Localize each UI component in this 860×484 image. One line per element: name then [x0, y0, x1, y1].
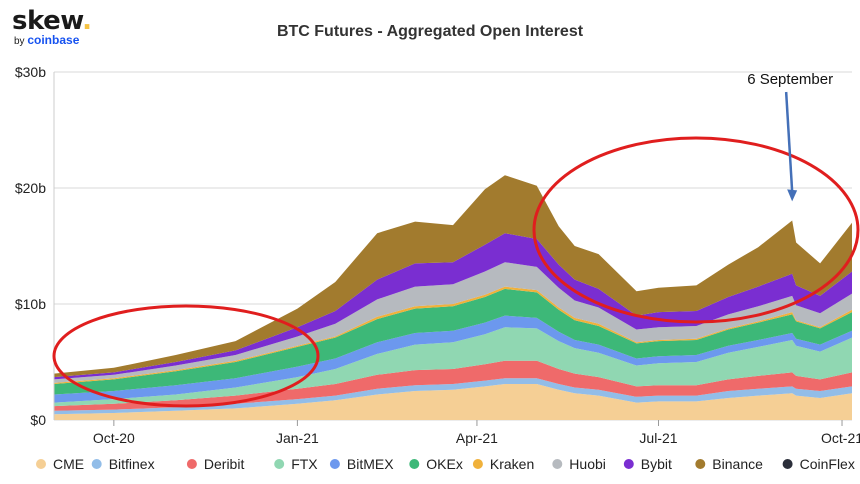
legend-label-bitfinex: Bitfinex: [109, 456, 155, 472]
x-tick-label: Jul-21: [639, 430, 677, 446]
legend-label-deribit: Deribit: [204, 456, 245, 472]
legend-label-okex: OKEx: [426, 456, 463, 472]
x-tick-label: Oct-20: [93, 430, 135, 446]
legend-label-cme: CME: [53, 456, 84, 472]
logo-dot: .: [82, 6, 92, 36]
legend-label-huobi: Huobi: [569, 456, 606, 472]
annotation-label: 6 September: [747, 71, 833, 88]
chart-title: BTC Futures - Aggregated Open Interest: [277, 23, 584, 40]
y-tick-label: $0: [30, 412, 46, 428]
legend-swatch-binance: [695, 459, 706, 469]
area-kraken: [54, 286, 852, 385]
skew-logo: skew. by coinbase: [12, 6, 92, 47]
legend-label-kraken: Kraken: [490, 456, 534, 472]
legend-swatch-cme: [36, 459, 46, 469]
highlight-ellipse-left: [52, 304, 320, 408]
area-series: [54, 175, 852, 420]
highlight-ellipse-right: [532, 136, 860, 324]
x-tick-label: Apr-21: [456, 430, 498, 446]
axes: $0 $10b $20b $30b Oct-20 Jan-21 Apr-21 Jul-21 Oc…: [15, 64, 860, 446]
area-ftx: [54, 327, 852, 407]
legend-swatch-coinflex: [782, 459, 793, 469]
logo-word: skew: [12, 6, 83, 36]
legend: CME Bitfinex Deribit FTX BitMEX OKEx Kraken Huo…: [36, 456, 855, 472]
annotation-arrowhead: [787, 189, 798, 202]
legend-swatch-bitfinex: [91, 459, 102, 469]
legend-swatch-deribit: [186, 459, 197, 469]
legend-label-bybit: Bybit: [641, 456, 672, 472]
y-tick-label: $10b: [15, 296, 46, 312]
annotations: 6 September: [52, 71, 860, 408]
legend-swatch-okex: [409, 459, 420, 469]
legend-swatch-huobi: [552, 459, 563, 469]
logo-by: by: [14, 36, 28, 47]
area-bitfinex: [54, 378, 852, 415]
legend-label-binance: Binance: [712, 456, 763, 472]
annotation-arrow: [784, 91, 794, 192]
logo-brand: coinbase: [27, 33, 80, 47]
area-bitmex: [54, 315, 852, 403]
x-tick-label: Oct-21: [821, 430, 860, 446]
legend-label-ftx: FTX: [291, 456, 318, 472]
area-bybit: [54, 233, 852, 380]
legend-swatch-ftx: [274, 459, 285, 469]
area-cme: [54, 384, 852, 420]
area-okex: [54, 288, 852, 395]
legend-label-bitmex: BitMEX: [347, 456, 394, 472]
area-huobi: [54, 262, 852, 383]
legend-swatch-bitmex: [329, 459, 340, 469]
legend-label-coinflex: CoinFlex: [800, 456, 855, 472]
x-tick-label: Jan-21: [276, 430, 319, 446]
legend-swatch-bybit: [623, 459, 634, 469]
y-tick-label: $20b: [15, 180, 46, 196]
legend-swatch-kraken: [472, 459, 483, 469]
y-tick-label: $30b: [15, 64, 46, 80]
